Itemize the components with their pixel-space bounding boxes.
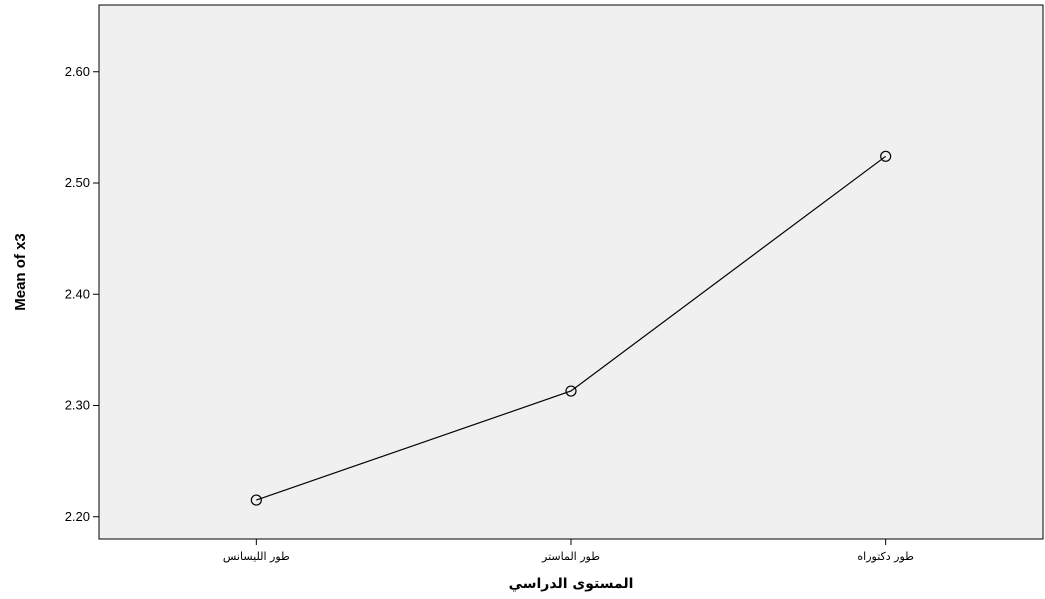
x-axis-title: المستوى الدراسي: [509, 576, 634, 592]
y-tick-label: 2.30: [65, 398, 90, 413]
y-tick-label: 2.60: [65, 64, 90, 79]
y-axis: 2.20 2.30 2.40 2.50 2.60: [65, 64, 99, 524]
data-point-marker: [250, 494, 262, 506]
data-point-marker: [565, 385, 577, 397]
series-group: [250, 150, 892, 506]
x-tick-label: طور الماستر: [541, 550, 600, 563]
plot-area: [98, 4, 1044, 540]
y-tick-label: 2.50: [65, 175, 90, 190]
data-point-marker: [880, 150, 892, 162]
x-tick-label: طور دكتوراه: [857, 550, 914, 563]
y-tick-label: 2.40: [65, 286, 90, 301]
y-tick-label: 2.20: [65, 509, 90, 524]
y-axis-title: Mean of x3: [12, 233, 29, 311]
x-axis: طور الليسانس طور الماستر طور دكتوراه: [223, 539, 914, 563]
series-line: [256, 155, 887, 501]
x-tick-label: طور الليسانس: [223, 550, 290, 563]
